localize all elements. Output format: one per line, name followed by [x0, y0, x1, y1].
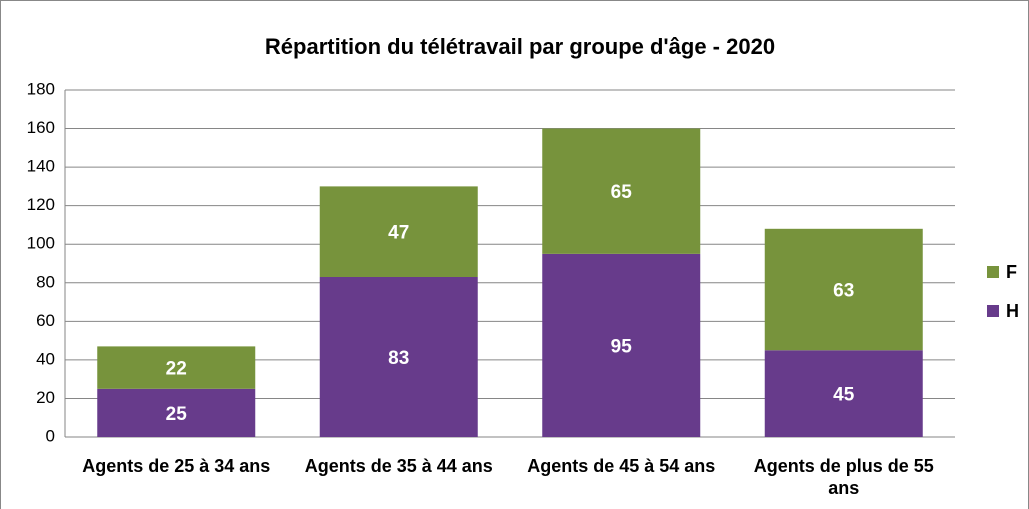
y-tick-label: 0 [46, 426, 55, 445]
y-tick-label: 120 [27, 195, 55, 214]
value-label: 65 [611, 182, 633, 203]
x-tick-label: Agents de 35 à 44 ans [304, 456, 493, 476]
bar-segment [319, 276, 478, 437]
bar-segment [542, 128, 701, 254]
x-tick-label: Agents de plus de 55 ans [753, 456, 934, 498]
y-tick-label: 80 [36, 272, 55, 291]
value-label: 83 [388, 348, 409, 369]
legend-label: F [1006, 262, 1017, 282]
legend-label: H [1006, 301, 1019, 321]
y-tick-label: 180 [27, 79, 55, 98]
value-label: 47 [388, 223, 409, 244]
y-tick-label: 140 [27, 157, 55, 176]
value-label: 25 [166, 404, 188, 425]
y-tick-label: 20 [36, 388, 55, 407]
bar-segment [97, 346, 256, 389]
y-tick-label: 160 [27, 118, 55, 137]
chart-title: Répartition du télétravail par groupe d'… [265, 34, 775, 59]
x-tick-label: Agents de 45 à 54 ans [527, 456, 716, 476]
value-label: 95 [611, 336, 633, 357]
legend-swatch [987, 266, 999, 278]
y-tick-label: 40 [36, 349, 55, 368]
y-tick-label: 100 [27, 234, 55, 253]
value-label: 22 [166, 359, 187, 380]
bar-segment [319, 186, 478, 277]
bar-segment [97, 388, 256, 437]
x-tick-label: Agents de 25 à 34 ans [82, 456, 271, 476]
value-label: 45 [833, 385, 855, 406]
bar-segment [542, 253, 701, 437]
bar-segment [764, 350, 923, 437]
y-tick-label: 60 [36, 311, 55, 330]
legend-swatch [987, 305, 999, 317]
value-label: 63 [833, 281, 854, 302]
bar-segment [764, 228, 923, 351]
